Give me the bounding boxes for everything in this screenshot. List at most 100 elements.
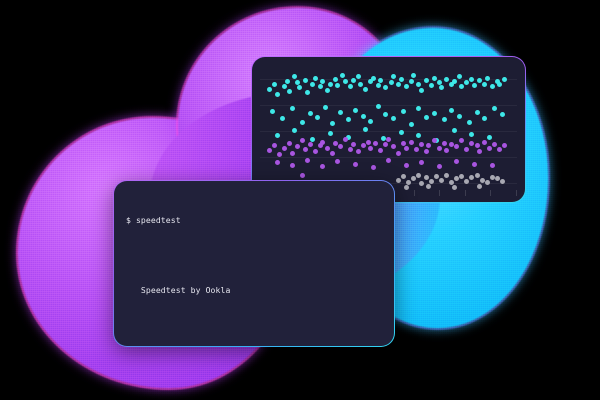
chart-point-upload <box>431 138 437 144</box>
chart-point-download <box>370 75 376 81</box>
chart-point-download <box>292 128 298 134</box>
chart-point-download <box>398 76 404 82</box>
chart-point-upload <box>307 141 313 147</box>
chart-point-download <box>350 78 356 84</box>
chart-point-upload <box>320 139 326 145</box>
chart-point-upload <box>370 165 376 171</box>
chart-point-download <box>449 81 455 87</box>
chart-point-download <box>499 112 505 118</box>
chart-point-download <box>464 80 470 86</box>
chart-point-upload <box>449 141 455 147</box>
chart-point-download <box>305 90 311 96</box>
chart-point-upload <box>335 159 341 165</box>
chart-point-download <box>441 117 447 123</box>
chart-point-download <box>431 75 437 81</box>
chart-point-download <box>469 132 475 138</box>
chart-point-latency <box>403 185 409 191</box>
chart-point-download <box>408 79 414 85</box>
chart-point-download <box>297 85 303 91</box>
chart-point-upload <box>408 139 414 145</box>
chart-point-download <box>320 79 326 85</box>
chart-point-latency <box>418 181 424 187</box>
chart-point-upload <box>350 141 356 147</box>
chart-point-upload <box>454 144 460 150</box>
chart-point-download <box>474 110 480 115</box>
chart-point-upload <box>360 143 366 149</box>
chart-point-download <box>380 135 386 141</box>
chart-point-latency <box>439 177 445 183</box>
speedtest-terminal-window[interactable]: $ speedtest Speedtest by Ookla Server: A… <box>113 180 395 347</box>
chart-point-upload <box>294 144 300 150</box>
chart-point-download <box>289 106 295 112</box>
chart-point-download <box>439 85 445 91</box>
chart-point-download <box>342 79 348 85</box>
chart-point-download <box>375 103 381 109</box>
chart-point-download <box>411 73 417 79</box>
chart-point-upload <box>497 146 503 152</box>
chart-point-download <box>335 82 341 88</box>
chart-point-download <box>497 81 503 87</box>
chart-point-download <box>269 108 275 114</box>
chart-point-latency <box>426 183 432 189</box>
chart-point-download <box>489 84 495 90</box>
chart-point-upload <box>368 145 374 151</box>
chart-point-download <box>287 89 293 95</box>
chart-point-download <box>456 74 462 80</box>
chart-point-download <box>398 129 404 135</box>
chart-point-upload <box>459 138 465 144</box>
chart-point-upload <box>396 150 402 156</box>
chart-point-download <box>274 91 280 97</box>
chart-point-download <box>502 76 508 82</box>
chart-point-upload <box>454 159 460 165</box>
chart-point-download <box>383 85 389 91</box>
chart-point-download <box>431 111 437 117</box>
chart-point-download <box>312 75 318 81</box>
chart-point-upload <box>289 162 295 168</box>
chart-point-upload <box>325 145 331 151</box>
chart-point-latency <box>434 173 440 179</box>
chart-point-latency <box>484 180 490 186</box>
chart-point-download <box>396 81 402 87</box>
chart-point-upload <box>386 157 391 163</box>
chart-point-download <box>327 81 333 87</box>
chart-point-download <box>451 128 457 134</box>
chart-point-upload <box>477 149 483 155</box>
chart-point-upload <box>386 137 391 143</box>
chart-point-download <box>307 111 313 117</box>
chart-point-download <box>294 80 300 86</box>
chart-point-download <box>274 133 280 139</box>
chart-point-upload <box>332 140 338 146</box>
chart-point-latency <box>416 172 422 178</box>
chart-point-download <box>469 76 475 82</box>
chart-point-download <box>429 82 434 88</box>
chart-axis-tick <box>413 190 415 196</box>
chart-point-download <box>282 84 288 90</box>
chart-point-upload <box>320 164 326 170</box>
chart-point-download <box>272 81 278 87</box>
chart-point-upload <box>444 148 450 154</box>
chart-axis-tick <box>439 190 441 196</box>
chart-point-latency <box>449 180 455 186</box>
chart-point-download <box>348 84 354 90</box>
chart-point-upload <box>436 145 442 151</box>
chart-point-upload <box>299 138 305 144</box>
chart-point-upload <box>317 143 323 149</box>
chart-point-upload <box>272 143 278 149</box>
chart-point-upload <box>391 144 397 150</box>
chart-point-upload <box>469 140 475 146</box>
chart-point-upload <box>403 145 409 151</box>
chart-point-download <box>403 84 409 90</box>
chart-point-download <box>482 116 488 122</box>
chart-point-upload <box>299 172 305 178</box>
terminal-blank-line <box>126 320 382 332</box>
chart-point-upload <box>373 140 379 146</box>
chart-point-latency <box>406 180 412 186</box>
chart-point-download <box>315 114 321 120</box>
terminal-brand-line: Speedtest by Ookla <box>126 284 231 295</box>
chart-point-upload <box>441 140 447 146</box>
chart-point-upload <box>426 143 432 149</box>
chart-point-upload <box>365 139 371 145</box>
chart-point-download <box>492 106 498 112</box>
chart-point-latency <box>489 175 495 181</box>
